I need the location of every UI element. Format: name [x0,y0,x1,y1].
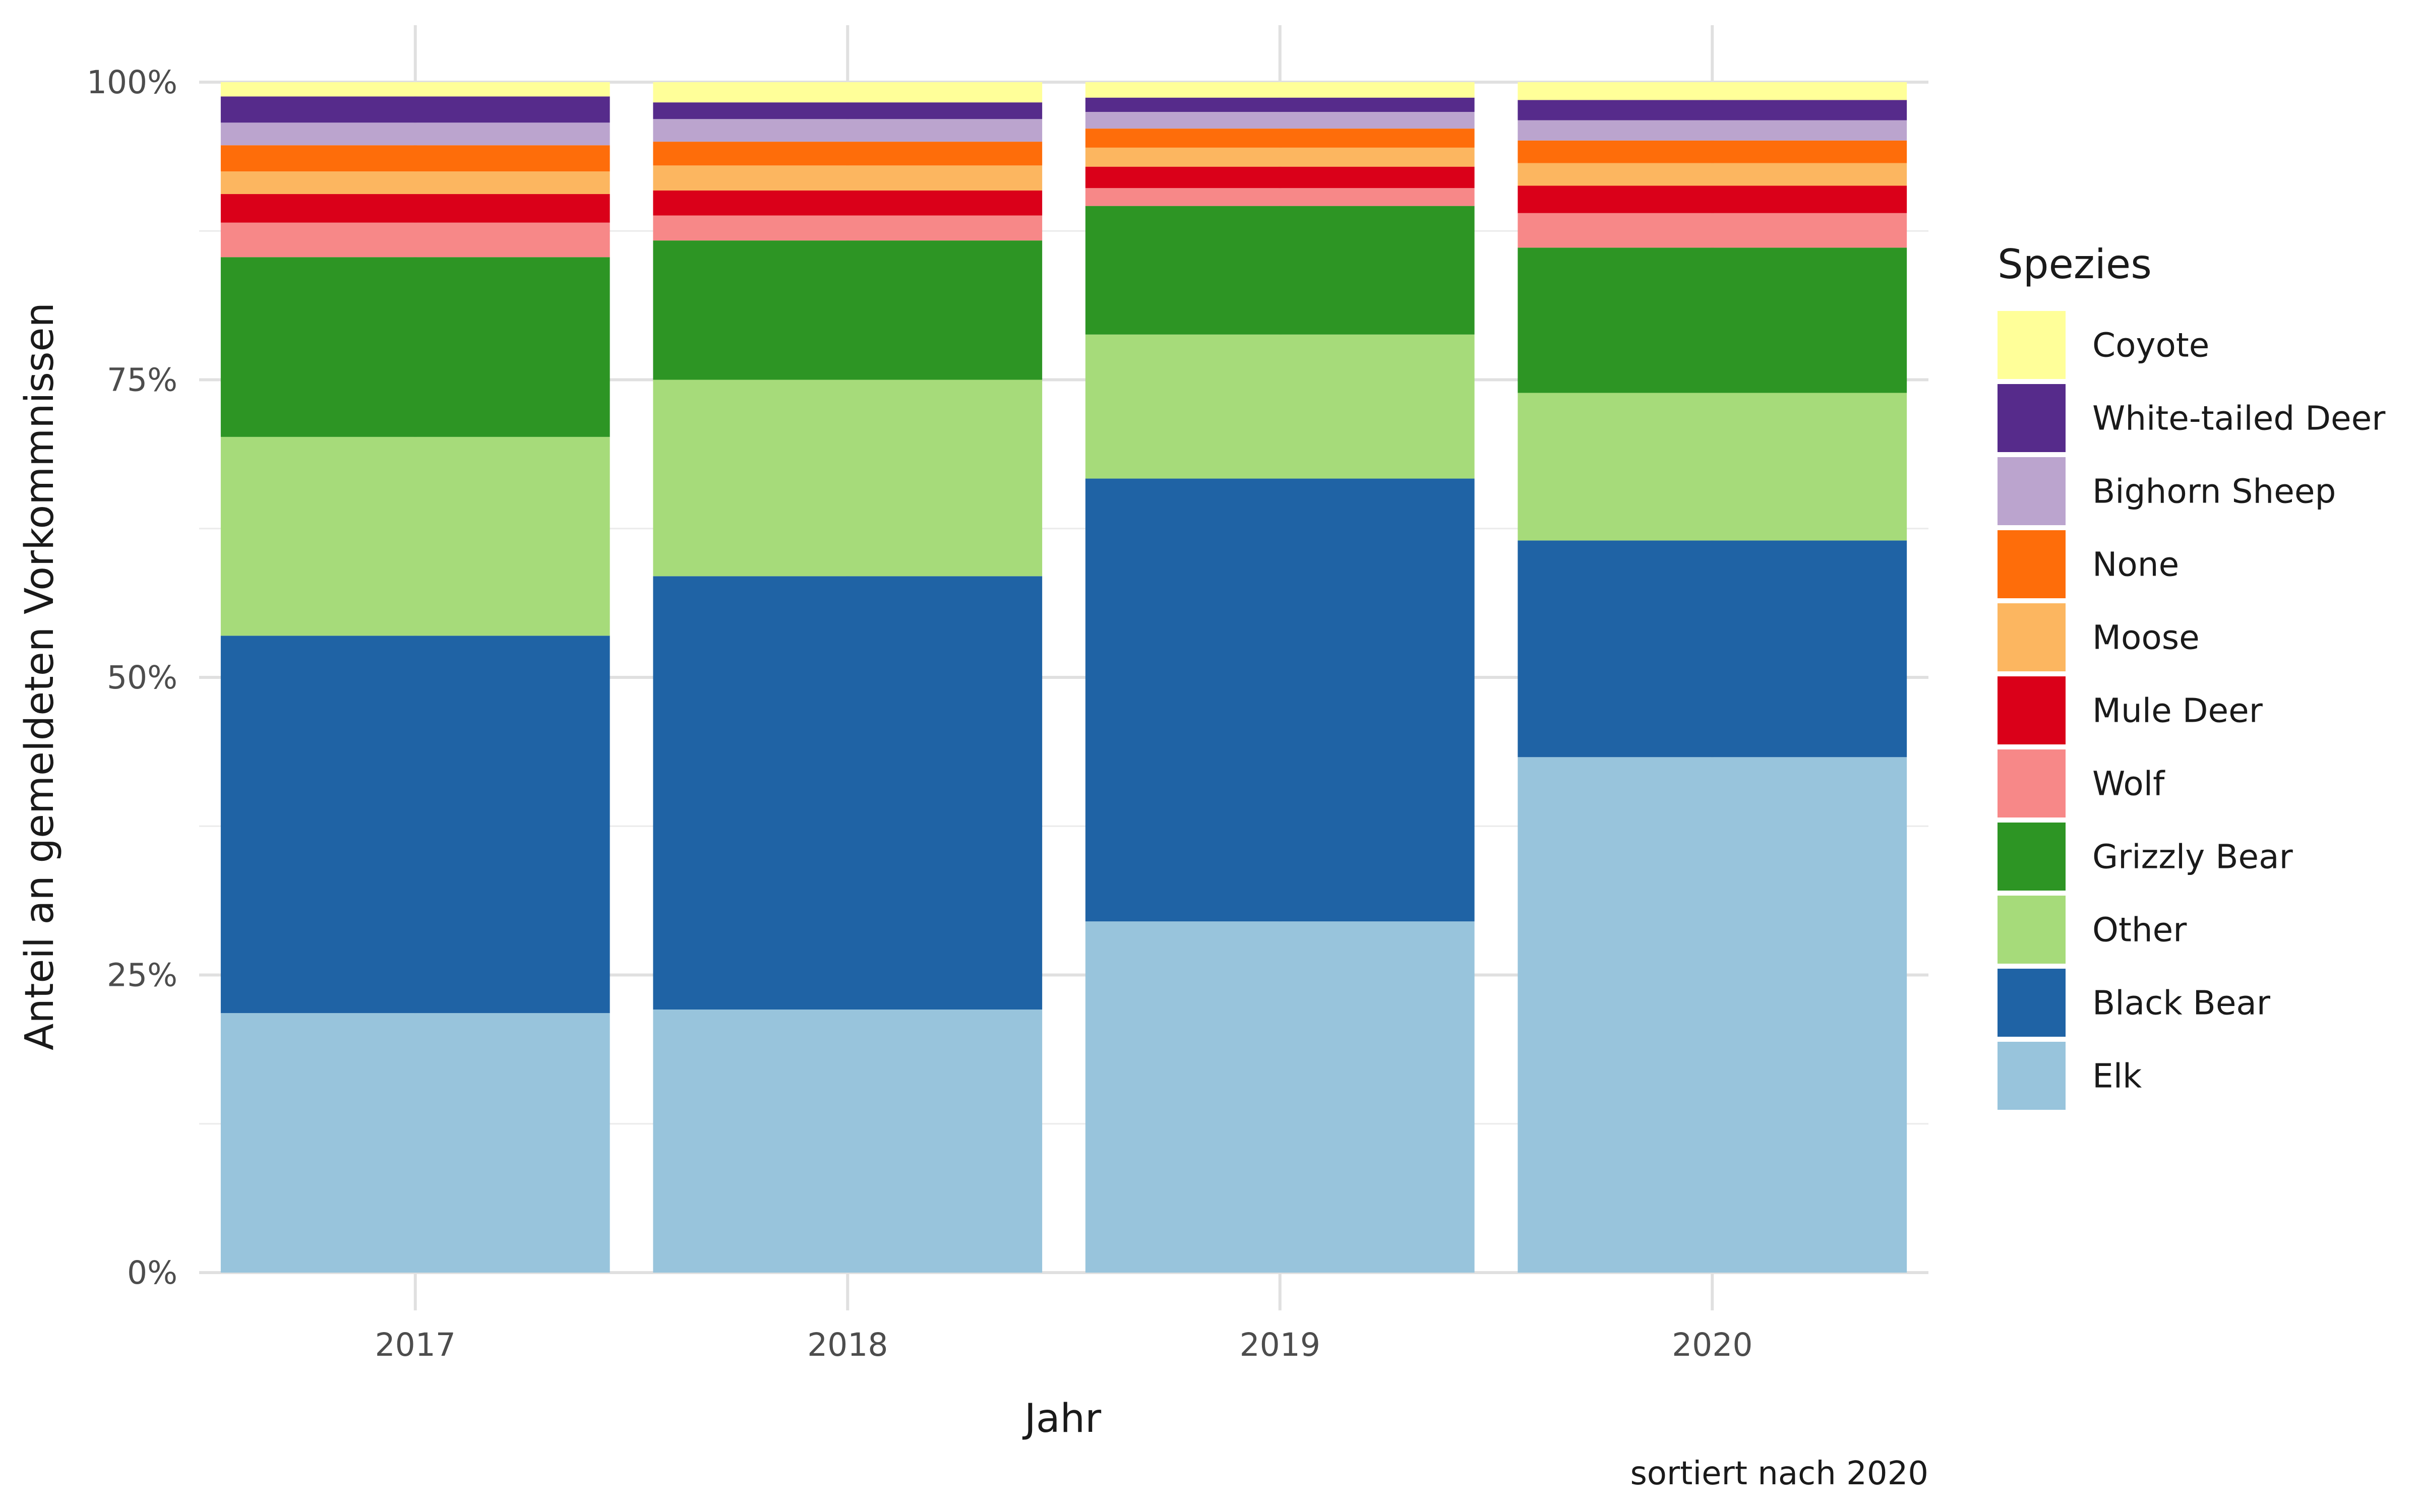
legend-swatch-white-tailed-deer [1998,384,2066,452]
legend-swatch-black-bear [1998,969,2066,1037]
bar-segment-none-2020 [1518,140,1907,163]
bar-segment-elk-2018 [653,1009,1043,1273]
legend-swatch-bighorn-sheep [1998,457,2066,525]
bar-segment-elk-2019 [1085,921,1475,1273]
bar-segment-elk-2020 [1518,757,1907,1273]
bar-segment-wolf-2020 [1518,213,1907,248]
legend-title: Spezies [1998,241,2152,288]
bar-segment-black-bear-2020 [1518,540,1907,758]
bar-segment-wolf-2019 [1085,188,1475,206]
legend-swatch-other [1998,896,2066,964]
bar-segment-wolf-2018 [653,215,1043,241]
bar-segment-coyote-2017 [220,82,610,97]
legend-label-black-bear: Black Bear [2092,984,2271,1023]
bar-segment-white-tailed-deer-2020 [1518,100,1907,120]
x-tick-label: 2018 [807,1327,888,1363]
bar-segment-moose-2017 [220,171,610,195]
legend-label-other: Other [2092,911,2187,950]
bar-segment-bighorn-sheep-2020 [1518,120,1907,141]
bar-segment-other-2018 [653,380,1043,577]
legend: Spezies Coyote White-tailed Deer Bighorn S… [1998,241,2386,1110]
bar-segment-grizzly-bear-2019 [1085,206,1475,335]
legend-label-elk: Elk [2092,1057,2142,1096]
chart-caption: sortiert nach 2020 [1630,1455,1928,1492]
bar-segment-mule-deer-2018 [653,190,1043,216]
bar-segment-bighorn-sheep-2019 [1085,112,1475,129]
bar-segment-black-bear-2019 [1085,478,1475,922]
legend-swatch-mule-deer [1998,676,2066,744]
bar-segment-none-2017 [220,145,610,172]
legend-label-moose: Moose [2092,618,2200,657]
bar-segment-black-bear-2017 [220,636,610,1014]
y-axis-title: Anteil an gemeldeten Vorkommnissen [17,302,63,1050]
y-tick-label: 50% [107,659,177,696]
y-tick-label: 75% [107,362,177,399]
legend-swatch-none [1998,530,2066,598]
bar-segment-mule-deer-2020 [1518,185,1907,213]
legend-label-grizzly-bear: Grizzly Bear [2092,838,2293,876]
y-tick-label: 100% [87,64,177,101]
x-tick-label: 2019 [1240,1327,1320,1363]
bar-segment-bighorn-sheep-2018 [653,119,1043,142]
bar-segment-white-tailed-deer-2019 [1085,97,1475,112]
legend-label-none: None [2092,545,2179,584]
bar-segment-white-tailed-deer-2018 [653,102,1043,119]
legend-label-bighorn-sheep: Bighorn Sheep [2092,472,2336,511]
bar-segment-coyote-2019 [1085,82,1475,98]
bar-segment-white-tailed-deer-2017 [220,96,610,123]
bars [220,82,1907,1273]
bar-segment-coyote-2018 [653,82,1043,103]
bar-segment-elk-2017 [220,1013,610,1273]
bar-segment-other-2019 [1085,334,1475,479]
bar-segment-wolf-2017 [220,222,610,258]
legend-swatch-grizzly-bear [1998,823,2066,891]
y-tick-label: 0% [127,1254,177,1291]
bar-segment-bighorn-sheep-2017 [220,122,610,146]
bar-segment-mule-deer-2017 [220,194,610,223]
x-axis-ticks: 2017 2018 2019 2020 [375,1327,1753,1363]
x-axis-title: Jahr [1022,1396,1102,1441]
bar-segment-none-2018 [653,142,1043,166]
legend-label-coyote: Coyote [2092,326,2209,365]
y-tick-label: 25% [107,957,177,994]
legend-swatch-elk [1998,1042,2066,1110]
bar-segment-mule-deer-2019 [1085,166,1475,188]
legend-swatch-wolf [1998,749,2066,817]
bar-segment-other-2020 [1518,393,1907,541]
bar-segment-grizzly-bear-2020 [1518,247,1907,393]
bar-segment-none-2019 [1085,129,1475,148]
bar-segment-grizzly-bear-2017 [220,257,610,437]
x-tick-label: 2020 [1672,1327,1752,1363]
bar-segment-moose-2020 [1518,163,1907,186]
legend-label-wolf: Wolf [2092,765,2165,803]
bar-segment-coyote-2020 [1518,82,1907,100]
bar-segment-moose-2019 [1085,147,1475,167]
x-tick-label: 2017 [375,1327,456,1363]
legend-label-mule-deer: Mule Deer [2092,691,2263,730]
bar-segment-other-2017 [220,436,610,636]
bar-segment-black-bear-2018 [653,576,1043,1010]
legend-label-white-tailed-deer: White-tailed Deer [2092,399,2386,438]
y-axis-ticks: 0% 25% 50% 75% 100% [87,64,177,1291]
bar-segment-grizzly-bear-2018 [653,240,1043,380]
bar-segment-moose-2018 [653,165,1043,191]
legend-swatch-coyote [1998,311,2066,379]
legend-swatch-moose [1998,603,2066,671]
